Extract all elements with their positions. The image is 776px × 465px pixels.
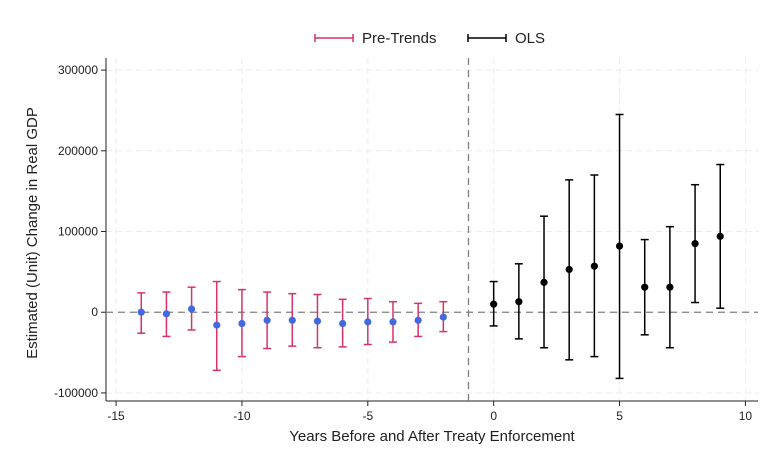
x-tick-label: -5 bbox=[362, 409, 373, 423]
pre-trends-point bbox=[238, 319, 246, 328]
x-axis-title: Years Before and After Treaty Enforcemen… bbox=[289, 428, 575, 445]
pre-trends-point bbox=[313, 317, 322, 325]
pre-trends-point bbox=[137, 308, 145, 316]
legend: Pre-Trends OLS bbox=[314, 30, 545, 47]
pre-trends-point bbox=[187, 305, 196, 313]
y-tick-label: 300000 bbox=[58, 63, 98, 77]
y-tick-label: 100000 bbox=[58, 225, 98, 239]
pre-trends-point bbox=[389, 318, 397, 326]
x-tick-label: 10 bbox=[739, 409, 753, 423]
ols-point bbox=[615, 242, 624, 250]
plot-area: -15 -10 -5 0 5 10 300000 200000 100000 0 -100000 bbox=[54, 58, 758, 423]
x-tick-label: -15 bbox=[107, 409, 125, 423]
x-tick-label: 0 bbox=[490, 409, 497, 423]
ols-point bbox=[565, 265, 573, 274]
ols-point bbox=[540, 278, 548, 286]
pre-trends-point bbox=[288, 316, 296, 324]
pre-trends-point bbox=[414, 316, 422, 324]
x-tick-label: 5 bbox=[616, 409, 623, 423]
plot-background bbox=[106, 58, 758, 401]
y-tick-label: -100000 bbox=[54, 386, 98, 400]
ols-point bbox=[666, 283, 674, 291]
ols-point bbox=[691, 240, 699, 248]
ols-point bbox=[490, 300, 498, 308]
pre-trends-point bbox=[339, 319, 347, 328]
y-axis-title: Estimated (Unit) Change in Real GDP bbox=[24, 107, 41, 359]
y-tick-label: 200000 bbox=[58, 144, 98, 158]
ols-point bbox=[641, 283, 649, 291]
pre-trends-point bbox=[364, 318, 372, 326]
legend-ols-label: OLS bbox=[515, 30, 545, 47]
pre-trends-point bbox=[162, 310, 171, 318]
ols-point bbox=[590, 262, 598, 270]
ols-point bbox=[716, 232, 724, 240]
pre-trends-point bbox=[439, 313, 447, 321]
ols-point bbox=[515, 298, 523, 306]
legend-pretrends-label: Pre-Trends bbox=[362, 30, 436, 47]
pre-trends-point bbox=[263, 316, 271, 324]
y-tick-label: 0 bbox=[91, 305, 98, 319]
pre-trends-point bbox=[213, 321, 221, 329]
x-tick-label: -10 bbox=[233, 409, 251, 423]
